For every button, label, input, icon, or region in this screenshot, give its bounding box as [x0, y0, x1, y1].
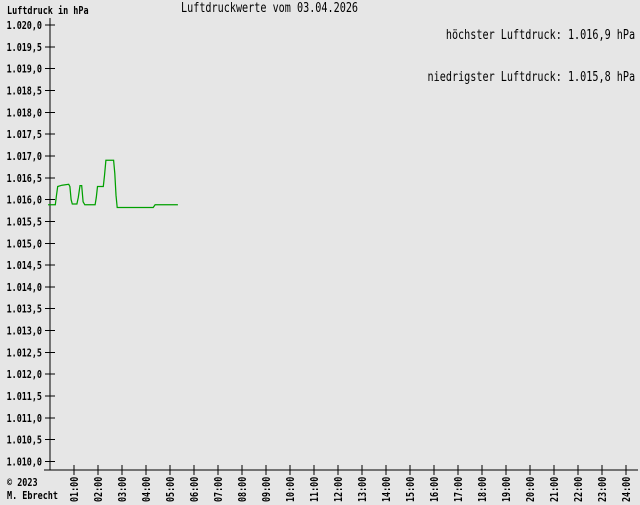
y-tick-label: 1.014,0 [7, 282, 43, 294]
pressure-series-line [48, 159, 178, 209]
x-tick-label: 23:00 [597, 477, 609, 502]
y-axis-unit-label: Luftdruck in hPa [7, 4, 89, 17]
y-tick-label: 1.012,5 [7, 347, 43, 359]
y-tick-label: 1.016,0 [7, 195, 43, 207]
highest-pressure-readout: höchster Luftdruck: 1.016,9 hPa [445, 28, 635, 43]
x-tick-label: 11:00 [309, 477, 321, 502]
y-tick-label: 1.014,5 [7, 260, 43, 272]
x-tick-label: 14:00 [381, 477, 393, 502]
y-tick-label: 1.017,5 [7, 129, 43, 141]
y-tick-label: 1.019,0 [7, 64, 43, 76]
footer: © 2023 M. Ebrecht [7, 476, 73, 502]
x-tick-label: 08:00 [237, 477, 249, 502]
y-tick-label: 1.011,0 [7, 413, 43, 425]
x-tick-label: 01:00 [69, 477, 81, 502]
y-tick-label: 1.016,5 [7, 173, 43, 185]
y-tick-label: 1.015,0 [7, 238, 43, 250]
x-tick-label: 24:00 [621, 477, 633, 502]
y-tick-label: 1.010,0 [7, 457, 43, 469]
y-tick-label: 1.013,5 [7, 304, 43, 316]
lowest-pressure-readout: niedrigster Luftdruck: 1.015,8 hPa [427, 70, 635, 85]
x-tick-label: 13:00 [357, 477, 369, 502]
y-tick-label: 1.020,0 [7, 20, 43, 32]
x-tick-label: 18:00 [477, 477, 489, 502]
x-tick-label: 15:00 [405, 477, 417, 502]
author-label: M. Ebrecht [7, 489, 59, 502]
chart-title: Luftdruckwerte vom 03.04.2026 [181, 1, 359, 16]
x-tick-label: 07:00 [213, 477, 225, 502]
x-tick-label: 22:00 [573, 477, 585, 502]
x-tick-label: 03:00 [117, 477, 129, 502]
x-tick-label: 20:00 [525, 477, 537, 502]
y-tick-label: 1.015,5 [7, 216, 43, 228]
y-tick-label: 1.013,0 [7, 326, 43, 338]
x-tick-label: 02:00 [93, 477, 105, 502]
copyright-label: © 2023 [7, 476, 38, 489]
y-tick-label: 1.012,0 [7, 369, 43, 381]
y-tick-label: 1.017,0 [7, 151, 43, 163]
x-tick-label: 16:00 [429, 477, 441, 502]
y-tick-label: 1.018,0 [7, 107, 43, 119]
x-tick-label: 10:00 [285, 477, 297, 502]
x-tick-label: 09:00 [261, 477, 273, 502]
y-tick-label: 1.010,5 [7, 435, 43, 447]
x-tick-label: 05:00 [165, 477, 177, 502]
x-tick-label: 04:00 [141, 477, 153, 502]
x-tick-label: 21:00 [549, 477, 561, 502]
y-tick-label: 1.019,5 [7, 42, 43, 54]
x-tick-label: 17:00 [453, 477, 465, 502]
x-tick-label: 19:00 [501, 477, 513, 502]
x-tick-label: 06:00 [189, 477, 201, 502]
x-tick-label: 12:00 [333, 477, 345, 502]
y-tick-label: 1.018,5 [7, 85, 43, 97]
pressure-extremes: höchster Luftdruck: 1.016,9 hPa niedrigs… [427, 1, 635, 113]
y-tick-label: 1.011,5 [7, 391, 43, 403]
